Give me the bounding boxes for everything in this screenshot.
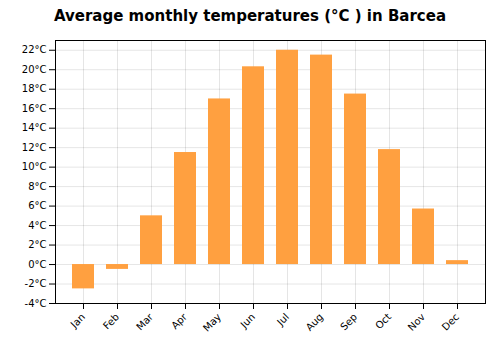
svg-text:2°C: 2°C — [28, 239, 46, 250]
svg-text:Nov: Nov — [406, 311, 428, 333]
svg-text:Oct: Oct — [373, 311, 393, 331]
svg-text:22°C: 22°C — [22, 44, 47, 55]
svg-text:-2°C: -2°C — [25, 278, 47, 289]
svg-text:Dec: Dec — [440, 311, 461, 332]
svg-text:18°C: 18°C — [22, 83, 47, 94]
svg-text:6°C: 6°C — [28, 200, 46, 211]
svg-text:10°C: 10°C — [22, 161, 47, 172]
svg-text:Aug: Aug — [304, 311, 326, 333]
html-text:Average monthly temperatures (: Average monthly temperatures (°C ) in Ba… — [53, 7, 446, 25]
svg-text:14°C: 14°C — [22, 122, 47, 133]
svg-text:Mar: Mar — [134, 311, 156, 333]
svg-text:12°C: 12°C — [22, 142, 47, 153]
svg-text:-4°C: -4°C — [25, 298, 47, 309]
svg-text:Sep: Sep — [338, 311, 359, 332]
svg-text:Jan: Jan — [68, 311, 87, 330]
svg-text:Jul: Jul — [274, 311, 291, 328]
svg-text:Jun: Jun — [238, 311, 258, 331]
svg-text:16°C: 16°C — [22, 103, 47, 114]
svg-text:20°C: 20°C — [22, 64, 47, 75]
svg-text:Apr: Apr — [169, 311, 190, 332]
svg-text:Feb: Feb — [101, 311, 121, 331]
svg-text:4°C: 4°C — [28, 220, 46, 231]
svg-text:0°C: 0°C — [28, 259, 46, 270]
svg-text:May: May — [201, 311, 223, 333]
svg-text:8°C: 8°C — [28, 181, 46, 192]
